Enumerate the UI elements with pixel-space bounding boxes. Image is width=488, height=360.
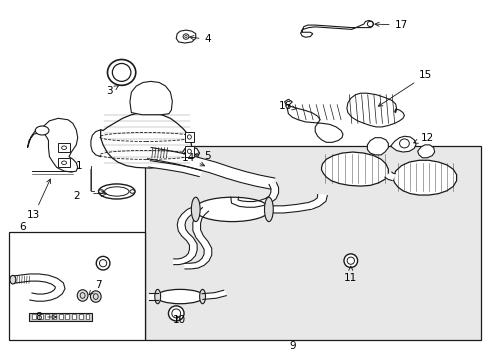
Polygon shape (176, 30, 195, 43)
Text: 5: 5 (194, 150, 211, 161)
Ellipse shape (130, 190, 135, 193)
Ellipse shape (77, 290, 88, 301)
Polygon shape (307, 194, 326, 209)
Text: 10: 10 (172, 315, 185, 325)
Ellipse shape (264, 197, 273, 222)
Text: 6: 6 (19, 222, 26, 232)
Text: 12: 12 (413, 133, 433, 143)
Text: 15: 15 (378, 70, 431, 106)
Bar (85, 315, 89, 319)
Ellipse shape (10, 275, 16, 284)
Ellipse shape (104, 187, 129, 196)
Polygon shape (148, 161, 202, 177)
Polygon shape (230, 183, 278, 207)
Ellipse shape (191, 197, 200, 222)
Bar (39, 315, 42, 319)
Ellipse shape (35, 126, 49, 135)
Ellipse shape (155, 289, 160, 304)
Ellipse shape (156, 289, 203, 304)
Bar (9, 232, 144, 339)
Polygon shape (27, 118, 78, 172)
Text: 16: 16 (279, 102, 296, 112)
Text: 13: 13 (27, 179, 50, 220)
Polygon shape (12, 274, 65, 301)
Text: 4: 4 (189, 35, 211, 44)
Polygon shape (58, 158, 70, 167)
Polygon shape (58, 143, 70, 152)
Ellipse shape (112, 63, 131, 81)
Polygon shape (184, 208, 211, 269)
Polygon shape (384, 172, 394, 180)
Ellipse shape (98, 184, 135, 199)
Text: 9: 9 (288, 341, 295, 351)
Polygon shape (147, 148, 274, 189)
Bar (45, 315, 49, 319)
Text: 2: 2 (73, 191, 80, 201)
Bar (52, 315, 56, 319)
Bar (72, 315, 76, 319)
Ellipse shape (194, 197, 269, 222)
Polygon shape (202, 290, 226, 300)
Polygon shape (346, 93, 404, 127)
Text: 17: 17 (374, 20, 407, 30)
Bar (32, 315, 36, 319)
Bar (59, 315, 62, 319)
Text: 3: 3 (106, 86, 118, 96)
Polygon shape (366, 138, 387, 155)
Polygon shape (184, 132, 194, 142)
Ellipse shape (168, 306, 183, 321)
Polygon shape (321, 152, 387, 186)
Polygon shape (390, 136, 415, 152)
Bar (29, 313, 92, 321)
Text: 7: 7 (89, 280, 101, 295)
Ellipse shape (107, 59, 136, 85)
Ellipse shape (99, 190, 103, 193)
Polygon shape (184, 146, 194, 157)
Ellipse shape (90, 291, 101, 302)
Text: 1: 1 (76, 161, 82, 171)
Polygon shape (130, 81, 172, 115)
Ellipse shape (343, 254, 357, 267)
Polygon shape (284, 99, 342, 142)
Polygon shape (393, 160, 456, 195)
Ellipse shape (199, 289, 205, 304)
Polygon shape (269, 202, 311, 213)
Polygon shape (173, 207, 197, 265)
Text: 14: 14 (181, 153, 204, 166)
Polygon shape (149, 293, 158, 300)
Polygon shape (182, 147, 199, 159)
Text: 8: 8 (36, 312, 56, 322)
Text: 11: 11 (344, 266, 357, 283)
Bar (144, 146, 480, 339)
Polygon shape (101, 113, 191, 168)
Bar (79, 315, 82, 319)
Polygon shape (417, 145, 434, 158)
Bar (65, 315, 69, 319)
Polygon shape (300, 21, 373, 37)
